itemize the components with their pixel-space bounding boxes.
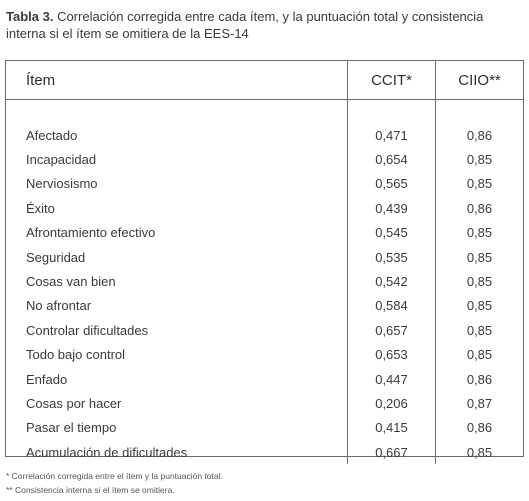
cell-ccit: 0,447	[347, 366, 436, 392]
cell-item: Acumulación de dificultades	[26, 444, 188, 460]
table-row: Cosas van bien 0,542 0,85	[6, 269, 523, 294]
cell-ccit: 0,542	[347, 269, 436, 294]
table-row: No afrontar 0,584 0,85	[6, 293, 523, 319]
table-caption-text: Correlación corregida entre cada ítem, y…	[6, 9, 484, 41]
cell-ciio: 0,85	[466, 444, 493, 460]
table-row: Acumulación de dificultades 0,667 0,85	[6, 440, 523, 465]
table-row: Éxito 0,439 0,86	[6, 196, 523, 221]
cell-item: No afrontar	[26, 298, 92, 314]
cell-ciio: 0,85	[466, 274, 493, 290]
table-header-row: Ítem CCIT* CIIO**	[6, 61, 523, 100]
table-row: Afrontamiento efectivo 0,545 0,85	[6, 220, 523, 245]
cell-ciio: 0,85	[466, 152, 493, 168]
table-caption: Tabla 3. Correlación corregida entre cad…	[6, 8, 524, 42]
cell-item: Controlar dificultades	[26, 322, 149, 338]
header-item: Ítem	[6, 61, 348, 100]
cell-ciio: 0,86	[466, 200, 493, 216]
cell-ciio: 0,87	[466, 395, 493, 411]
cell-ccit: 0,657	[347, 318, 436, 343]
cell-ccit: 0,535	[347, 244, 436, 270]
cell-ccit: 0,415	[347, 415, 436, 441]
table-notes: * Correlación corregida entre el ítem y …	[6, 469, 223, 497]
header-ciio: CIIO**	[435, 61, 523, 100]
cell-ccit: 0,206	[347, 391, 436, 416]
table-row: Cosas por hacer 0,206 0,87	[6, 391, 523, 416]
cell-ciio: 0,86	[466, 371, 493, 387]
cell-ccit: 0,439	[347, 196, 436, 221]
table-row: Afectado 0,471 0,86	[6, 123, 523, 148]
cell-item: Éxito	[26, 200, 55, 216]
cell-ciio: 0,86	[466, 420, 493, 436]
table-row: Enfado 0,447 0,86	[6, 366, 523, 392]
cell-ciio: 0,85	[466, 176, 493, 192]
header-ccit: CCIT*	[347, 61, 436, 100]
cell-item: Afrontamiento efectivo	[26, 225, 156, 241]
table-row: Seguridad 0,535 0,85	[6, 244, 523, 270]
table-row: Todo bajo control 0,653 0,85	[6, 342, 523, 367]
table-row: Pasar el tiempo 0,415 0,86	[6, 415, 523, 441]
data-table-frame: Ítem CCIT* CIIO** Afectado 0,471 0,86 Incap…	[5, 60, 524, 465]
cell-item: Afectado	[26, 127, 78, 143]
table-row: Incapacidad 0,654 0,85	[6, 147, 523, 172]
table-caption-label: Tabla 3.	[6, 9, 54, 24]
cell-ccit: 0,545	[347, 220, 436, 245]
cell-item: Pasar el tiempo	[26, 420, 117, 436]
cell-ccit: 0,667	[347, 440, 436, 465]
cell-item: Todo bajo control	[26, 347, 126, 363]
cell-ccit: 0,654	[347, 147, 436, 172]
cell-ccit: 0,565	[347, 171, 436, 197]
cell-ccit: 0,584	[347, 293, 436, 319]
cell-item: Enfado	[26, 371, 68, 387]
cell-item: Cosas por hacer	[26, 395, 122, 411]
table-row: Controlar dificultades 0,657 0,85	[6, 318, 523, 343]
cell-ciio: 0,85	[466, 298, 493, 314]
cell-ciio: 0,85	[466, 347, 493, 363]
note-ciio: ** Consistencia interna si el ítem se om…	[6, 485, 175, 495]
cell-ccit: 0,471	[347, 123, 436, 148]
note-ccit: * Correlación corregida entre el ítem y …	[6, 471, 223, 481]
table-body: Afectado 0,471 0,86 Incapacidad 0,654 0,85 Ner…	[6, 99, 523, 465]
data-table: Ítem CCIT* CIIO** Afectado 0,471 0,86 Incap…	[6, 61, 523, 465]
cell-item: Nerviosismo	[26, 176, 98, 192]
cell-ciio: 0,85	[466, 249, 493, 265]
cell-item: Seguridad	[26, 249, 86, 265]
cell-item: Cosas van bien	[26, 274, 116, 290]
cell-ciio: 0,86	[466, 127, 493, 143]
cell-ciio: 0,85	[466, 225, 493, 241]
cell-ciio: 0,85	[466, 322, 493, 338]
cell-ccit: 0,653	[347, 342, 436, 367]
cell-item: Incapacidad	[26, 152, 97, 168]
table-row: Nerviosismo 0,565 0,85	[6, 171, 523, 197]
table-spacer-row	[6, 99, 523, 123]
